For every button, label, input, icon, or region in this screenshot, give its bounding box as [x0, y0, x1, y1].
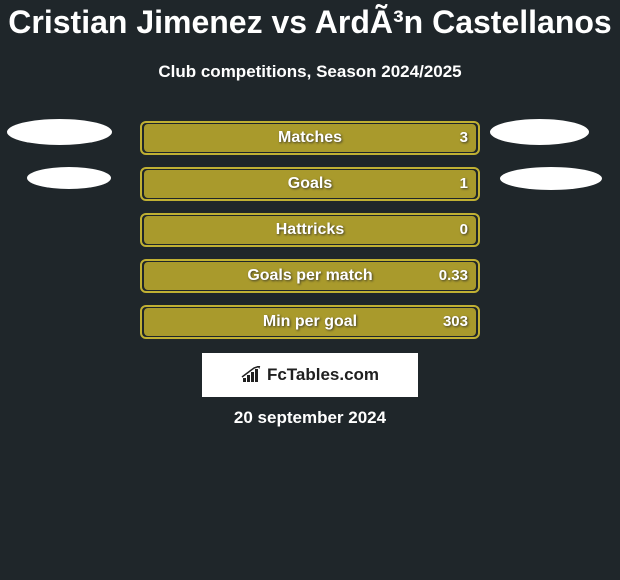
stat-label: Goals per match	[140, 259, 480, 293]
stat-label: Matches	[140, 121, 480, 155]
stat-value-right: 303	[443, 305, 468, 339]
stat-row: Matches3	[0, 121, 620, 155]
right-ellipse	[500, 167, 602, 190]
stat-value-right: 0.33	[439, 259, 468, 293]
right-ellipse	[490, 119, 589, 145]
brand-badge: FcTables.com	[202, 353, 418, 397]
stat-row: Goals1	[0, 167, 620, 201]
stat-value-right: 0	[460, 213, 468, 247]
page-subtitle: Club competitions, Season 2024/2025	[0, 62, 620, 82]
brand-chart-icon	[241, 366, 263, 384]
left-ellipse	[27, 167, 111, 189]
stat-row: Goals per match0.33	[0, 259, 620, 293]
left-ellipse	[7, 119, 112, 145]
stat-label: Min per goal	[140, 305, 480, 339]
stat-value-right: 3	[460, 121, 468, 155]
page-title: Cristian Jimenez vs ArdÃ³n Castellanos	[0, 4, 620, 41]
stat-value-right: 1	[460, 167, 468, 201]
brand-text: FcTables.com	[267, 365, 379, 385]
stat-label: Hattricks	[140, 213, 480, 247]
stat-label: Goals	[140, 167, 480, 201]
stat-row: Hattricks0	[0, 213, 620, 247]
page-date: 20 september 2024	[0, 408, 620, 428]
stat-row: Min per goal303	[0, 305, 620, 339]
